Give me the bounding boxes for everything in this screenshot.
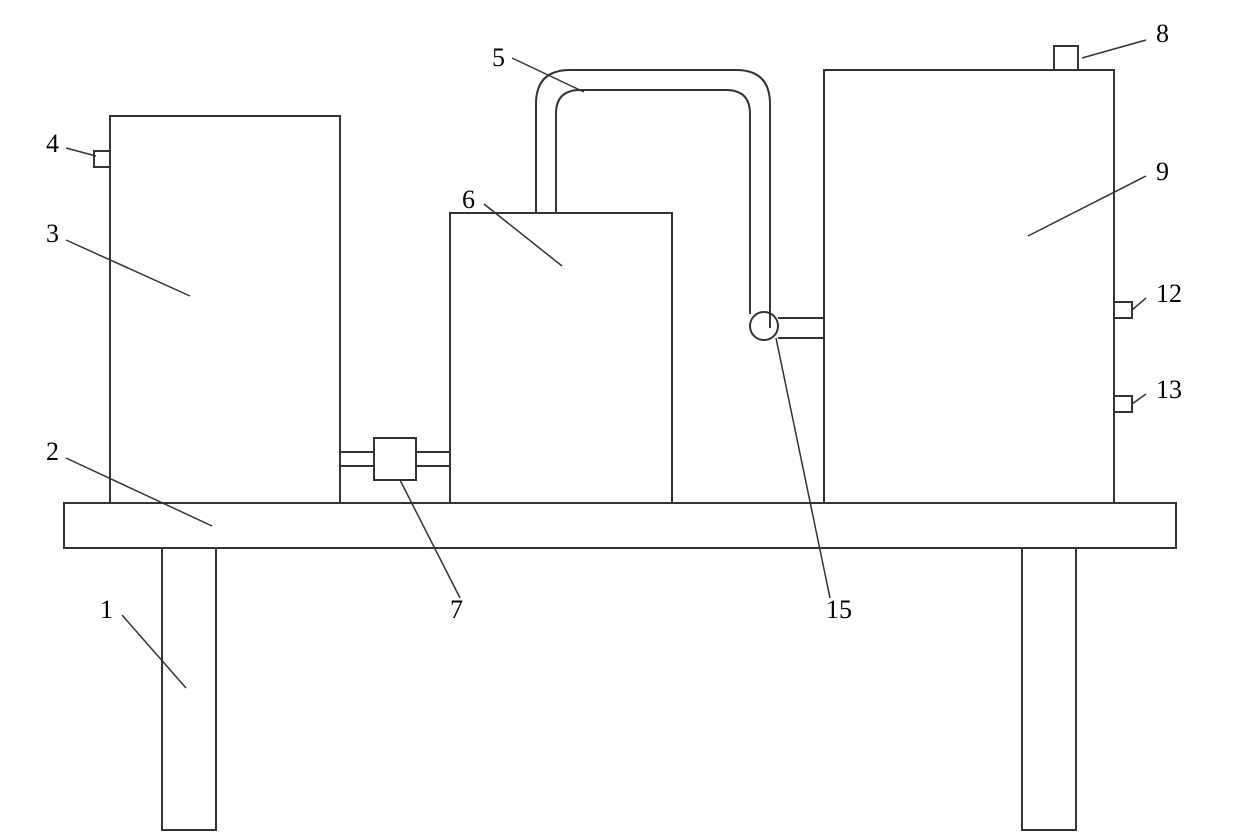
port-12 <box>1114 302 1132 318</box>
leader-5 <box>512 58 584 92</box>
port-8 <box>1054 46 1078 70</box>
leader-9 <box>1028 176 1146 236</box>
label-5: 5 <box>492 43 505 72</box>
label-13: 13 <box>1156 375 1182 404</box>
tank-3 <box>110 116 340 503</box>
label-3: 3 <box>46 219 59 248</box>
leader-15 <box>776 338 830 598</box>
port-13 <box>1114 396 1132 412</box>
label-7: 7 <box>450 595 463 624</box>
leg-left-1 <box>162 548 216 830</box>
leader-2 <box>66 458 212 526</box>
tank-9 <box>824 70 1114 503</box>
label-9: 9 <box>1156 157 1169 186</box>
port-4 <box>94 151 110 167</box>
label-12: 12 <box>1156 279 1182 308</box>
platform-2 <box>64 503 1176 548</box>
arch-5-inner <box>556 90 750 308</box>
valve-7 <box>374 438 416 480</box>
leader-13 <box>1132 394 1146 404</box>
tank-6 <box>450 213 672 503</box>
label-8: 8 <box>1156 19 1169 48</box>
label-6: 6 <box>462 185 475 214</box>
arch-5-outer <box>536 70 770 328</box>
leader-4 <box>66 148 96 156</box>
label-15: 15 <box>826 595 852 624</box>
leader-12 <box>1132 298 1146 310</box>
joint-15 <box>750 312 778 340</box>
label-4: 4 <box>46 129 59 158</box>
leg-right <box>1022 548 1076 830</box>
leader-8 <box>1082 40 1146 58</box>
label-2: 2 <box>46 437 59 466</box>
leader-3 <box>66 240 190 296</box>
label-1: 1 <box>100 595 113 624</box>
leader-1 <box>122 615 186 688</box>
